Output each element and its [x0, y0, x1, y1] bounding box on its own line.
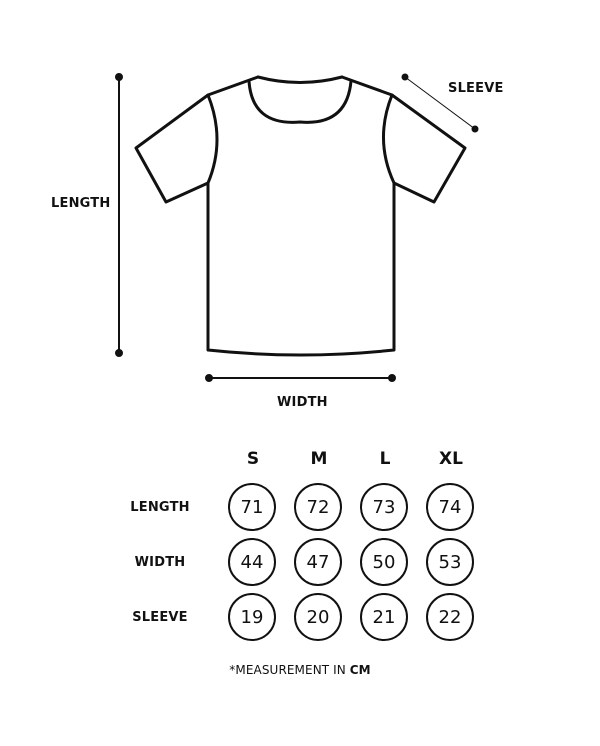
tshirt-collar-outer	[256, 75, 344, 84]
sleeve-endpoint-top	[401, 73, 409, 81]
length-endpoint-top	[115, 73, 123, 81]
size-header-xl: XL	[439, 449, 463, 469]
row-label-length: LENGTH	[130, 500, 190, 515]
footnote-prefix: *MEASUREMENT IN	[229, 663, 350, 677]
length-endpoint-bottom	[115, 349, 123, 357]
length-value-s: 71	[228, 483, 276, 531]
length-label: LENGTH	[51, 196, 111, 211]
width-value-s: 44	[228, 538, 276, 586]
sleeve-value-xl: 22	[426, 593, 474, 641]
size-header-s: S	[246, 449, 260, 469]
tshirt-measurement-diagram	[115, 73, 479, 382]
width-label: WIDTH	[277, 395, 328, 410]
size-header-l: L	[379, 449, 391, 469]
width-endpoint-right	[388, 374, 396, 382]
measurement-footnote: *MEASUREMENT IN CM	[0, 663, 600, 677]
length-value-m: 72	[294, 483, 342, 531]
sleeve-endpoint-bottom	[471, 125, 479, 133]
sleeve-value-l: 21	[360, 593, 408, 641]
size-header-m: M	[310, 449, 328, 469]
row-label-sleeve: SLEEVE	[132, 610, 188, 625]
tshirt-body-outline	[134, 75, 467, 357]
width-value-xl: 53	[426, 538, 474, 586]
sleeve-value-s: 19	[228, 593, 276, 641]
width-endpoint-left	[205, 374, 213, 382]
row-label-width: WIDTH	[134, 555, 186, 570]
left-armhole-seam	[206, 93, 219, 185]
tshirt-collar-inner	[247, 79, 353, 124]
sleeve-label: SLEEVE	[448, 81, 504, 96]
footnote-unit: CM	[349, 663, 371, 677]
sleeve-value-m: 20	[294, 593, 342, 641]
right-armhole-seam	[382, 93, 396, 185]
sleeve-measure-line	[404, 76, 476, 130]
length-value-l: 73	[360, 483, 408, 531]
length-value-xl: 74	[426, 483, 474, 531]
width-value-m: 47	[294, 538, 342, 586]
width-value-l: 50	[360, 538, 408, 586]
